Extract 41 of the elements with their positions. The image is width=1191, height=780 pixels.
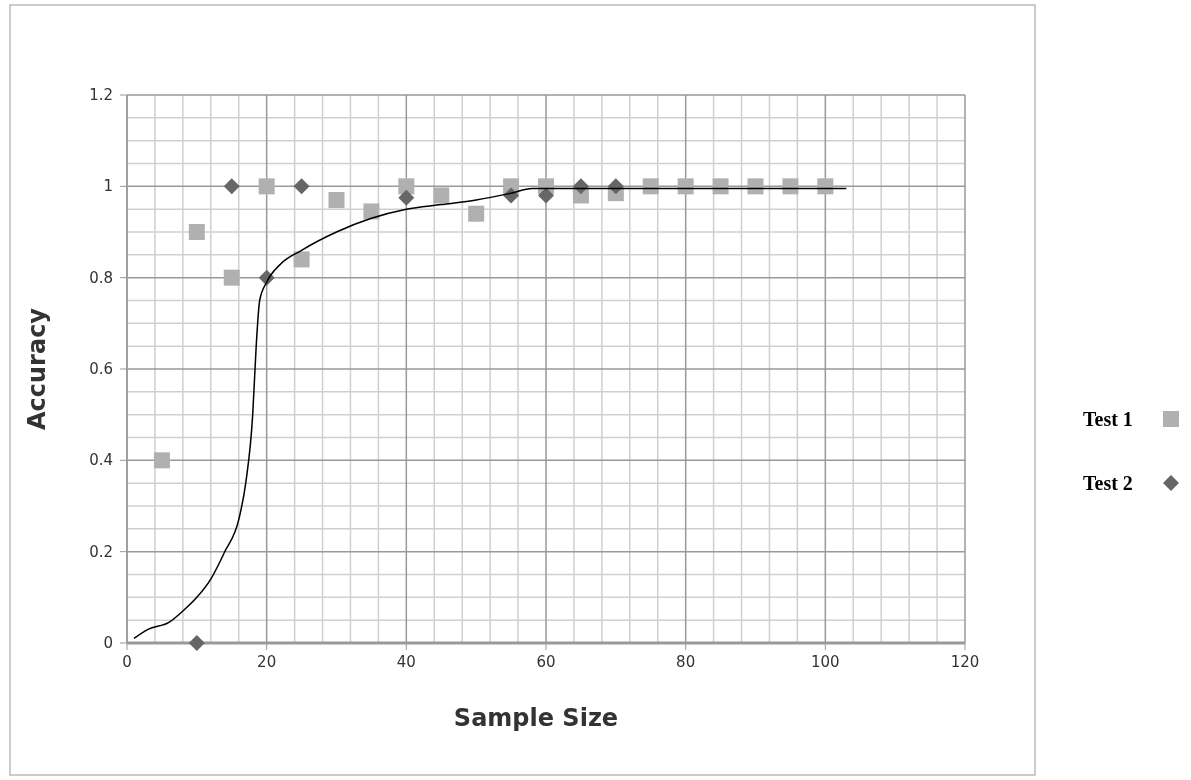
point xyxy=(258,178,275,195)
point xyxy=(817,178,834,195)
x-tick-label: 60 xyxy=(536,653,556,671)
y-tick-label: 1 xyxy=(103,177,113,196)
y-tick-label: 0.4 xyxy=(89,451,113,470)
point xyxy=(363,203,380,220)
legend-label: Test 1 xyxy=(1083,408,1133,430)
point xyxy=(607,178,624,195)
point xyxy=(223,269,240,286)
x-tick-label: 120 xyxy=(950,653,980,671)
point xyxy=(398,189,415,206)
y-tick-label: 0.6 xyxy=(89,360,113,378)
point xyxy=(642,178,659,195)
point xyxy=(433,187,450,204)
x-tick-label: 100 xyxy=(811,653,840,671)
point xyxy=(747,178,764,195)
point xyxy=(223,178,240,195)
point xyxy=(328,192,345,209)
point xyxy=(782,178,799,195)
x-tick-label: 20 xyxy=(257,653,277,671)
x-tick-label: 40 xyxy=(396,653,416,671)
point xyxy=(188,635,205,651)
point xyxy=(293,251,310,268)
point xyxy=(677,178,694,195)
x-tick-label: 80 xyxy=(676,653,696,671)
point xyxy=(153,452,170,469)
y-tick-label: 0 xyxy=(103,634,113,652)
x-axis-title: Sample Size xyxy=(453,704,619,732)
y-axis-title: Accuracy xyxy=(23,307,51,431)
point xyxy=(468,205,485,222)
point xyxy=(712,178,729,195)
point xyxy=(572,178,589,195)
point xyxy=(398,178,415,195)
y-tick-label: 0.2 xyxy=(89,542,113,561)
legend-label: Test 2 xyxy=(1083,472,1133,494)
point xyxy=(293,178,310,195)
point xyxy=(188,224,205,240)
point xyxy=(538,187,554,204)
y-tick-label: 1.2 xyxy=(89,86,113,104)
y-tick-label: 0.8 xyxy=(89,268,113,287)
x-tick-label: 0 xyxy=(122,653,132,671)
